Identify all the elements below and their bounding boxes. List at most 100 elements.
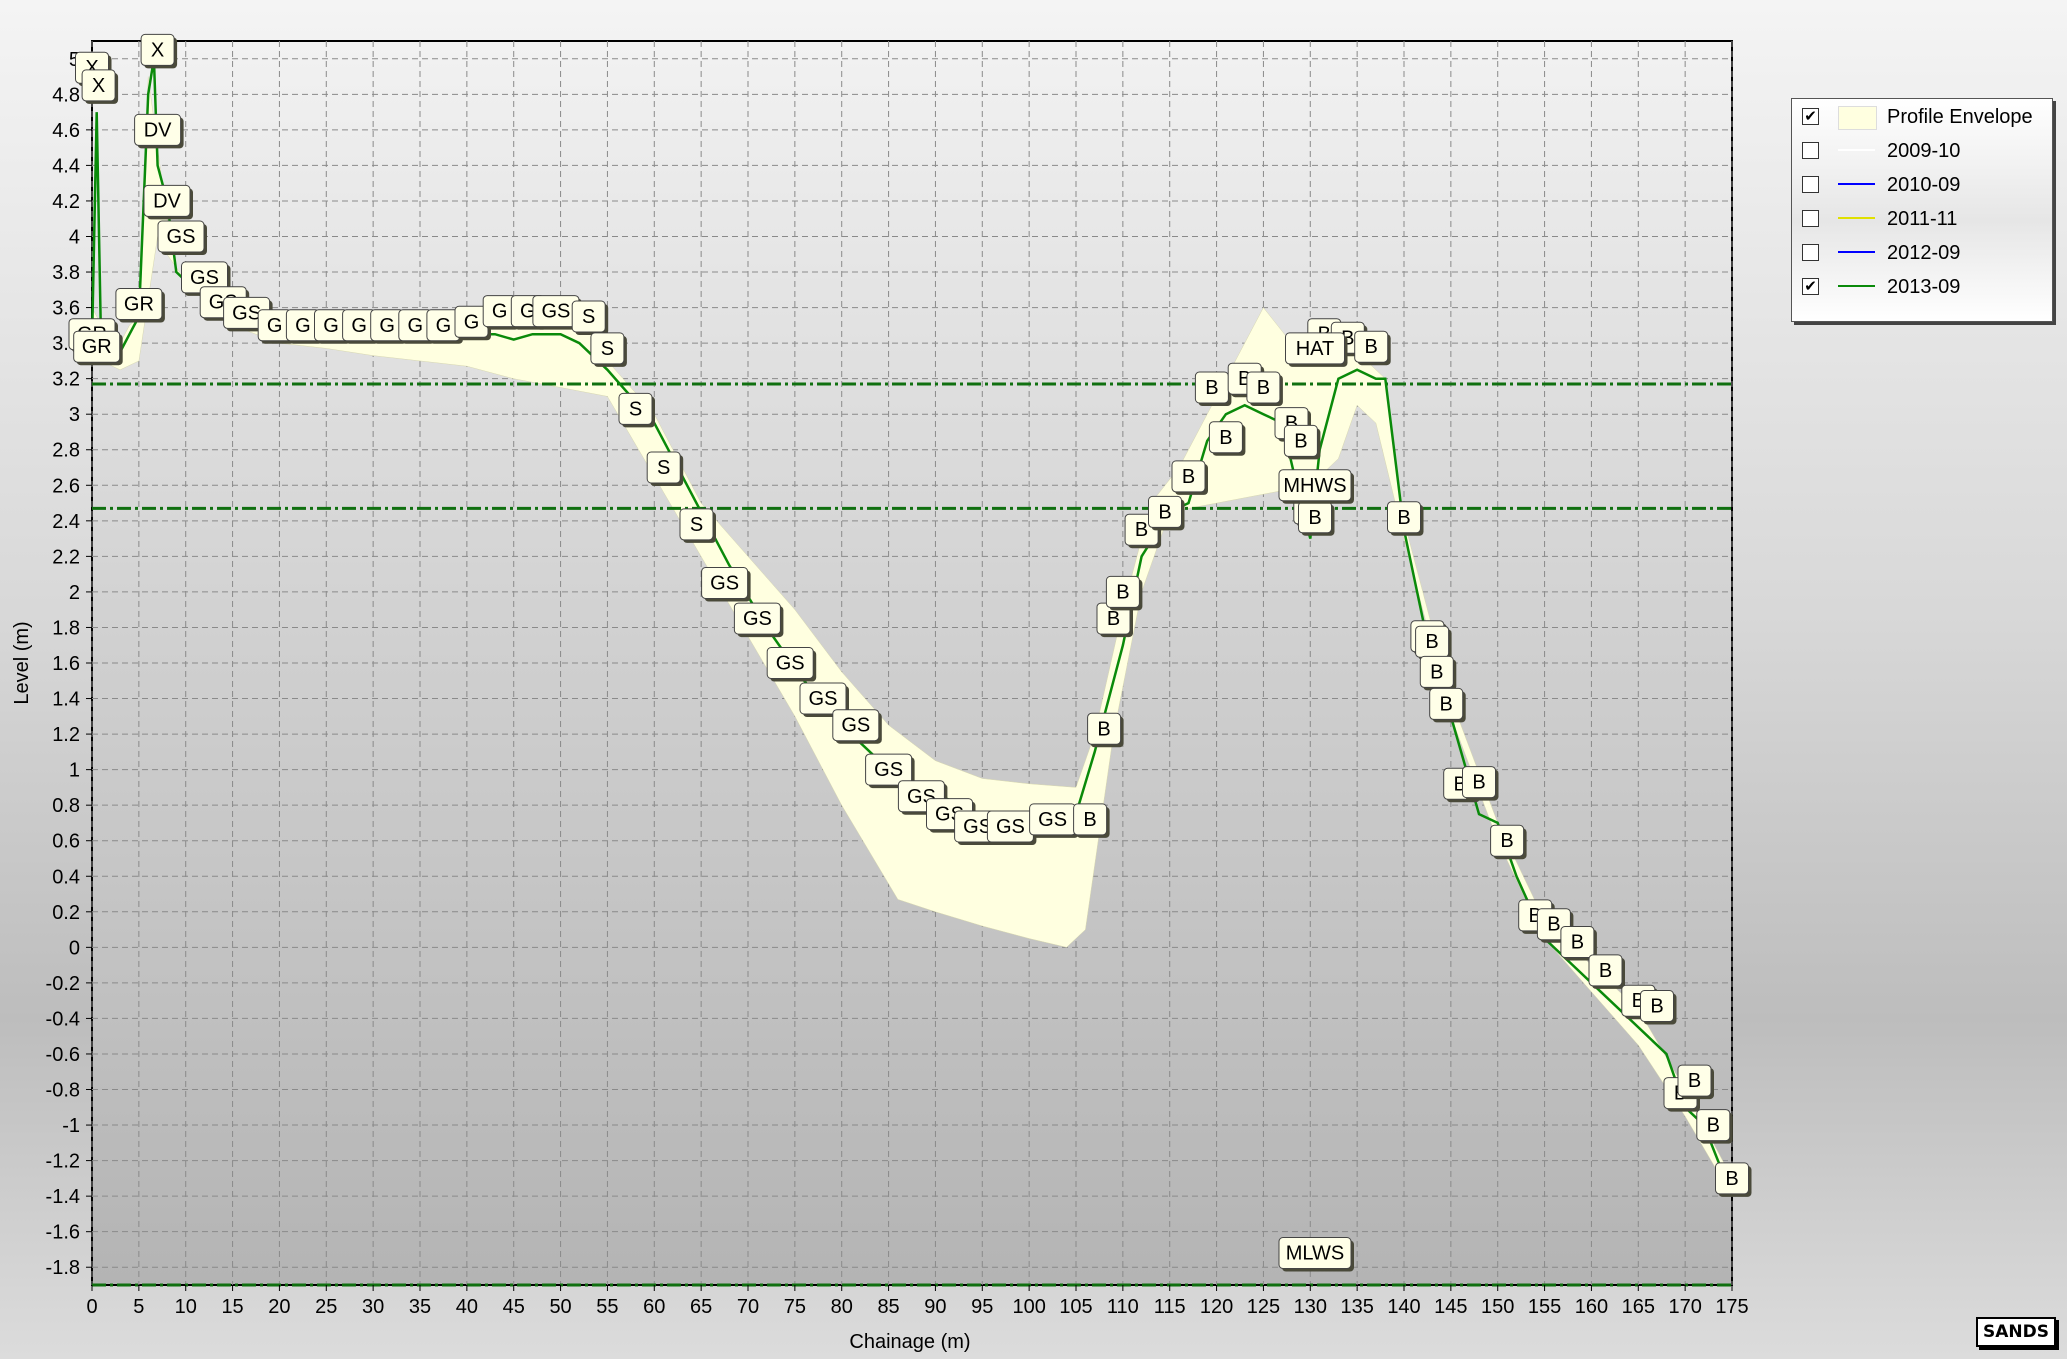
point-label: GS bbox=[1029, 803, 1079, 838]
callout-box bbox=[1490, 824, 1525, 857]
callout-box bbox=[1354, 330, 1389, 363]
point-label: GS bbox=[181, 261, 231, 296]
callout-text: B bbox=[1083, 809, 1096, 831]
point-label: B bbox=[1298, 501, 1335, 536]
callout-box bbox=[1640, 990, 1674, 1022]
callout-text: DV bbox=[144, 119, 172, 141]
x-tick-label: 130 bbox=[1294, 1296, 1327, 1318]
legend-checkbox[interactable]: ✔ bbox=[1802, 108, 1819, 125]
point-label: DV bbox=[143, 184, 193, 220]
point-label: B bbox=[1696, 1109, 1733, 1144]
callout-box bbox=[1278, 469, 1352, 502]
callout-text: GS bbox=[874, 759, 903, 781]
y-tick-label: 3 bbox=[69, 404, 80, 426]
y-tick-label: 4 bbox=[69, 226, 80, 248]
point-label: DV bbox=[134, 113, 184, 149]
point-label: B bbox=[1194, 371, 1232, 406]
legend-checkbox[interactable] bbox=[1802, 244, 1819, 261]
axes: 0 5 10 15 20 25 30 35 40 45 50 55 60 65 70 75 80 85 90 95 10… bbox=[46, 49, 1749, 1318]
callout-box bbox=[1285, 332, 1345, 365]
y-tick-label: 1.6 bbox=[52, 653, 80, 675]
legend-item-profile-envelope[interactable]: ✔ Profile Envelope bbox=[1798, 101, 2048, 131]
legend-item-2012-09[interactable]: 2012-09 bbox=[1798, 237, 2048, 267]
x-tick-label: 15 bbox=[221, 1296, 243, 1318]
callout-text: GS bbox=[743, 608, 772, 630]
legend-checkbox[interactable]: ✔ bbox=[1802, 278, 1819, 295]
legend-item-2011-11[interactable]: 2011-11 bbox=[1798, 203, 2048, 233]
y-tick-label: -0.8 bbox=[46, 1080, 80, 1102]
y-tick-label: 2.4 bbox=[52, 511, 80, 533]
point-label: B bbox=[1387, 501, 1424, 536]
point-label: GS bbox=[532, 295, 582, 330]
legend-checkbox[interactable] bbox=[1802, 176, 1819, 193]
x-tick-label: 45 bbox=[503, 1296, 525, 1318]
legend-swatch bbox=[1838, 217, 1875, 219]
y-tick-label: 1.8 bbox=[52, 617, 80, 639]
callout-box bbox=[766, 647, 814, 679]
point-label: S bbox=[571, 300, 609, 335]
legend-checkbox[interactable] bbox=[1802, 142, 1819, 159]
x-tick-label: 30 bbox=[362, 1296, 384, 1318]
y-tick-label: 2.2 bbox=[52, 546, 80, 568]
callout-box bbox=[1073, 803, 1108, 836]
callout-text: X bbox=[92, 75, 105, 97]
y-tick-label: 0 bbox=[69, 937, 80, 959]
legend-item-2009-10[interactable]: 2009-10 bbox=[1798, 135, 2048, 165]
callout-box bbox=[590, 332, 625, 365]
callout-text: G bbox=[436, 315, 452, 337]
y-axis-title: Level (m) bbox=[11, 621, 33, 704]
point-label: B bbox=[1490, 824, 1527, 860]
x-tick-label: 65 bbox=[690, 1296, 712, 1318]
callout-text: GS bbox=[190, 267, 219, 289]
point-label: B bbox=[1246, 371, 1283, 406]
legend-item-2010-09[interactable]: 2010-09 bbox=[1798, 169, 2048, 199]
x-tick-label: 135 bbox=[1340, 1296, 1373, 1318]
legend-checkbox[interactable] bbox=[1802, 210, 1819, 227]
x-tick-label: 95 bbox=[971, 1296, 993, 1318]
callout-box bbox=[1208, 421, 1243, 454]
point-label: GS bbox=[701, 567, 751, 602]
callout-box bbox=[1148, 495, 1182, 528]
callout-text: B bbox=[1107, 608, 1120, 630]
x-tick-label: 160 bbox=[1575, 1296, 1608, 1318]
y-tick-label: 4.8 bbox=[52, 84, 80, 106]
callout-text: B bbox=[1205, 377, 1218, 399]
y-tick-label: 1.4 bbox=[52, 689, 80, 711]
callout-text: GS bbox=[776, 653, 805, 675]
callout-box bbox=[571, 300, 606, 333]
point-label: GS bbox=[832, 709, 882, 744]
point-label: X bbox=[81, 69, 119, 104]
point-labels[interactable]: XXXDVDVGSGSGSGSGRGRGRGGGGGGGGGGGSSSSSSGS… bbox=[68, 33, 1752, 1272]
callout-box bbox=[832, 709, 880, 742]
callout-text: B bbox=[1397, 507, 1410, 529]
x-tick-label: 140 bbox=[1387, 1296, 1420, 1318]
callout-text: G bbox=[492, 301, 508, 323]
x-tick-label: 145 bbox=[1434, 1296, 1467, 1318]
callout-box bbox=[646, 451, 681, 484]
legend-label: 2009-10 bbox=[1887, 140, 1961, 162]
x-tick-label: 0 bbox=[86, 1296, 97, 1318]
callout-text: GS bbox=[809, 688, 838, 710]
y-tick-label: -1.4 bbox=[46, 1186, 80, 1208]
x-tick-label: 175 bbox=[1715, 1296, 1748, 1318]
x-tick-label: 80 bbox=[831, 1296, 853, 1318]
x-tick-label: 55 bbox=[596, 1296, 618, 1318]
legend-item-2013-09[interactable]: ✔ 2013-09 bbox=[1798, 271, 2048, 301]
callout-text: B bbox=[1158, 501, 1171, 523]
x-tick-label: 75 bbox=[784, 1296, 806, 1318]
x-tick-label: 120 bbox=[1200, 1296, 1233, 1318]
point-label: B bbox=[1096, 602, 1133, 638]
callout-text: B bbox=[1725, 1168, 1738, 1190]
y-tick-label: -1.8 bbox=[46, 1257, 80, 1279]
point-label: B bbox=[1677, 1064, 1714, 1100]
x-tick-label: 90 bbox=[924, 1296, 946, 1318]
legend-swatch bbox=[1838, 149, 1875, 151]
point-label: GS bbox=[733, 602, 784, 638]
y-tick-label: 1.2 bbox=[52, 724, 80, 746]
legend-swatch bbox=[1838, 285, 1875, 287]
y-tick-label: -0.4 bbox=[46, 1008, 80, 1030]
callout-text: B bbox=[1365, 336, 1378, 358]
point-label: S bbox=[590, 332, 627, 367]
callout-text: S bbox=[582, 306, 595, 328]
point-label: G bbox=[285, 309, 323, 344]
